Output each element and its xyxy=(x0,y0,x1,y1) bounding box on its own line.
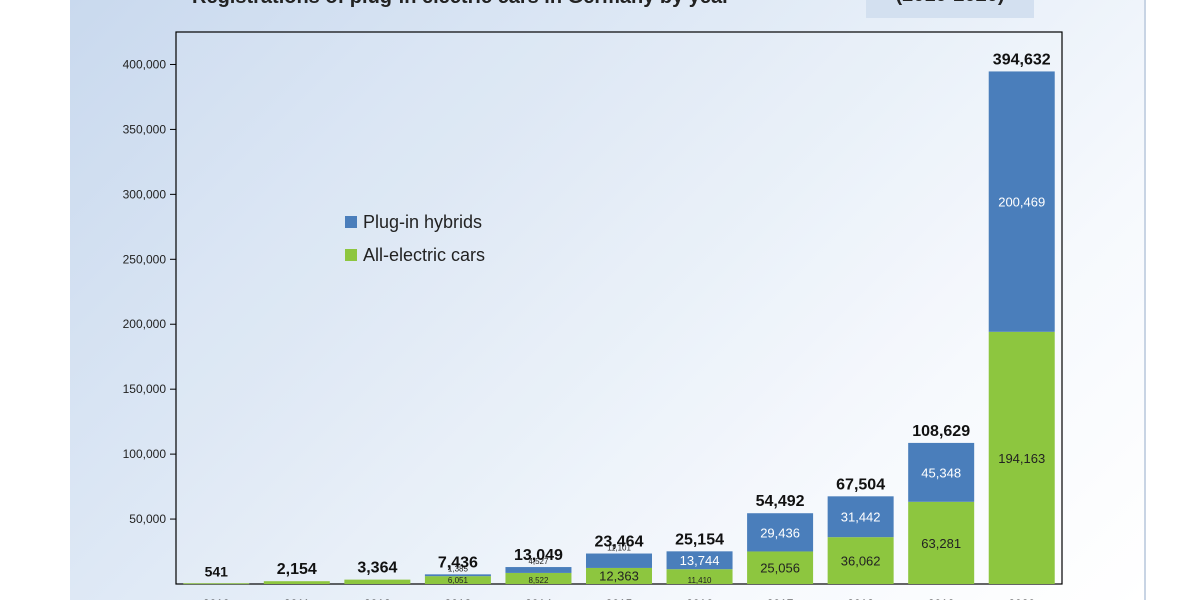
bar-all-electric-2018 xyxy=(827,537,894,584)
bar-total-2017: 54,492 xyxy=(756,493,805,510)
bar-label-2017-0: 25,056 xyxy=(760,561,800,576)
y-tick-label: 200,000 xyxy=(123,317,167,331)
x-tick-label: 2012 xyxy=(364,597,391,600)
bar-total-2020: 394,632 xyxy=(993,51,1051,68)
x-tick-label: 2020 xyxy=(1008,597,1035,600)
x-tick-label: 2018 xyxy=(847,597,874,600)
bar-total-2012: 3,364 xyxy=(357,560,397,577)
bar-label-2016-0: 11,410 xyxy=(688,576,712,585)
bar-total-2014: 13,049 xyxy=(514,547,563,564)
bar-total-2010: 541 xyxy=(205,563,229,579)
bar-plug-in-hybrid-2015 xyxy=(586,553,652,568)
x-tick-label: 2016 xyxy=(686,597,713,600)
y-tick-label: 150,000 xyxy=(123,382,167,396)
bar-label-2015-1: 11,101 xyxy=(607,544,631,553)
bar-label-2017-1: 29,436 xyxy=(760,525,800,540)
bar-plug-in-hybrid-2020 xyxy=(988,71,1055,332)
bar-label-2013-0: 6,051 xyxy=(448,576,469,585)
legend-label: All-electric cars xyxy=(363,245,485,265)
legend-swatch xyxy=(345,216,357,228)
bar-total-2011: 2,154 xyxy=(277,561,317,578)
x-tick-label: 2011 xyxy=(284,597,310,600)
legend-swatch xyxy=(345,249,357,261)
y-tick-label: 250,000 xyxy=(123,252,167,266)
bar-label-2014-1: 4,527 xyxy=(528,557,549,566)
y-tick-label: 100,000 xyxy=(123,447,167,461)
bar-all-electric-2014 xyxy=(505,572,572,584)
y-tick-label: 350,000 xyxy=(123,122,167,136)
x-tick-label: 2010 xyxy=(203,597,230,600)
bar-label-2020-1: 200,469 xyxy=(998,195,1045,210)
chart-title: Registrations of plug-in electric cars i… xyxy=(192,0,730,9)
x-tick-label: 2017 xyxy=(767,597,794,600)
bar-total-2016: 25,154 xyxy=(675,531,724,548)
bar-total-2015: 23,464 xyxy=(595,534,644,551)
y-tick-label: 400,000 xyxy=(123,57,167,71)
bar-label-2018-1: 31,442 xyxy=(841,510,881,525)
bar-plug-in-hybrid-2017 xyxy=(747,513,814,552)
bar-label-2018-0: 36,062 xyxy=(841,554,881,569)
bar-label-2016-1: 13,744 xyxy=(680,553,720,568)
legend-label: Plug-in hybrids xyxy=(363,212,482,232)
x-axis-ticks: 2010 2011 2012 2013 2014 2015 2016 2017 2018 2019… xyxy=(203,597,1035,600)
bar-label-2015-0: 12,363 xyxy=(599,569,639,584)
chart-bars: 541 2,154 3,3646,0511,3857,4368,5224,52713… xyxy=(183,51,1055,585)
bar-all-electric-2015 xyxy=(586,567,652,584)
bar-label-2020-0: 194,163 xyxy=(998,451,1045,466)
y-tick-label: 50,000 xyxy=(129,512,166,526)
bar-all-electric-2012 xyxy=(344,579,411,584)
bar-total-2013: 7,436 xyxy=(438,554,478,571)
x-tick-label: 2013 xyxy=(445,597,472,600)
bar-label-2013-1: 1,385 xyxy=(448,564,469,573)
x-tick-label: 2015 xyxy=(606,597,633,600)
bar-all-electric-2011 xyxy=(263,581,330,584)
y-tick-label: 300,000 xyxy=(123,187,167,201)
bar-total-2018: 67,504 xyxy=(836,476,885,493)
bar-label-2019-1: 45,348 xyxy=(921,465,961,480)
bar-plug-in-hybrid-2019 xyxy=(908,442,975,502)
bar-all-electric-2010 xyxy=(183,583,250,585)
bar-plug-in-hybrid-2014 xyxy=(505,567,572,573)
bar-plug-in-hybrid-2016 xyxy=(666,551,733,570)
bar-label-2014-0: 8,522 xyxy=(528,576,549,585)
bar-all-electric-2019 xyxy=(908,501,975,584)
chart-subtitle: (2010-2020) xyxy=(866,0,1034,18)
bar-total-2019: 108,629 xyxy=(912,423,970,440)
y-axis-ticks: 50,000 100,000 150,000 200,000 250,000 300,00… xyxy=(123,57,176,526)
bar-all-electric-2020 xyxy=(988,331,1055,584)
chart-legend: Plug-in hybrids All-electric cars xyxy=(345,212,485,265)
bar-all-electric-2013 xyxy=(424,576,491,584)
bar-label-2019-0: 63,281 xyxy=(921,536,961,551)
bar-plug-in-hybrid-2013 xyxy=(424,574,491,577)
bar-all-electric-2017 xyxy=(747,551,814,584)
x-tick-label: 2019 xyxy=(928,597,955,600)
bar-all-electric-2016 xyxy=(666,569,733,584)
bar-plug-in-hybrid-2018 xyxy=(827,496,894,538)
x-tick-label: 2014 xyxy=(525,597,552,600)
